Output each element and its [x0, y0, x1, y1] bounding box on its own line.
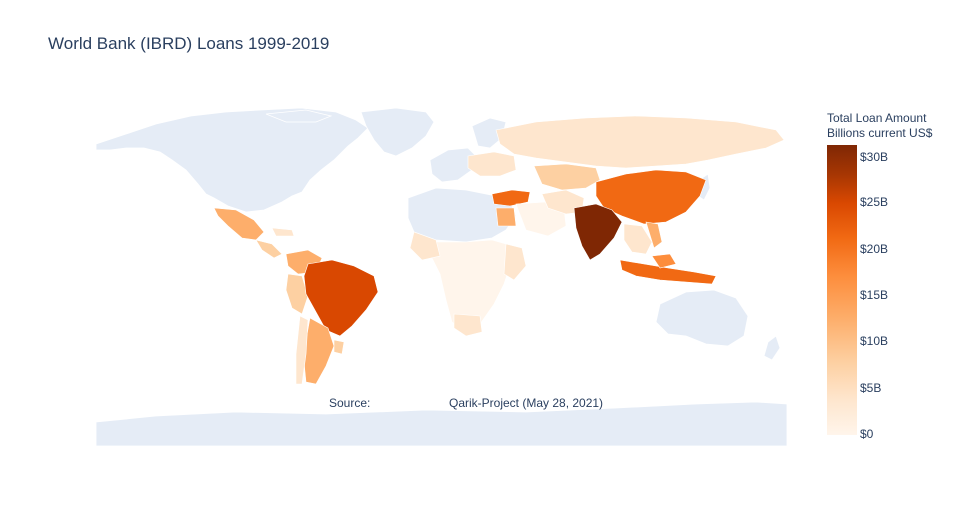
country-chile	[295, 315, 309, 385]
country-uruguay	[333, 339, 345, 355]
country-sub-saharan-africa	[431, 239, 513, 333]
colorbar-tick: $15B	[860, 288, 889, 302]
land-north-america	[96, 107, 369, 213]
colorbar-tick: $5B	[860, 381, 882, 395]
chart-title: World Bank (IBRD) Loans 1999-2019	[48, 34, 330, 53]
country-eastern-europe	[467, 151, 517, 177]
country-kazakhstan	[533, 163, 601, 191]
colorbar-title: Total Loan Amount Billions current US$	[827, 111, 932, 141]
colorbar-tick: $10B	[860, 334, 889, 348]
land-australia	[655, 289, 749, 347]
land-arctic-islands	[265, 109, 333, 123]
source-label: Source:	[329, 396, 371, 410]
base-landmasses	[96, 107, 787, 446]
colorbar-tick: $30B	[860, 150, 889, 164]
colorbar-ticks: $30B $25B $20B $15B $10B $5B $0	[860, 145, 920, 441]
country-central-america	[255, 239, 283, 259]
world-map-svg[interactable]	[96, 104, 787, 446]
source-text: Qarik-Project (May 28, 2021)	[449, 396, 604, 410]
colorbar-gradient	[827, 145, 857, 435]
colorbar-tick: $25B	[860, 195, 889, 209]
country-malaysia	[651, 253, 677, 269]
country-russia	[495, 115, 785, 169]
choropleth-map[interactable]	[96, 104, 787, 446]
land-greenland	[360, 107, 435, 157]
country-mexico	[213, 207, 265, 241]
country-peru	[285, 273, 309, 315]
colorbar-title-line2: Billions current US$	[827, 126, 933, 140]
country-india	[573, 203, 623, 261]
land-antarctica	[96, 401, 787, 446]
country-vietnam	[645, 221, 663, 249]
country-southeast-asia	[623, 223, 653, 255]
colorbar-tick: $0	[860, 427, 874, 441]
country-caribbean	[271, 227, 295, 237]
country-west-africa	[409, 231, 441, 261]
colorbar-tick: $20B	[860, 242, 889, 256]
country-turkey	[491, 189, 531, 207]
colorbar-title-line1: Total Loan Amount	[827, 111, 927, 125]
land-new-zealand	[763, 335, 781, 361]
country-south-africa	[453, 313, 483, 337]
loan-countries[interactable]	[213, 115, 785, 385]
country-egypt	[495, 207, 517, 227]
country-brazil	[303, 259, 379, 337]
country-east-africa	[503, 243, 527, 281]
